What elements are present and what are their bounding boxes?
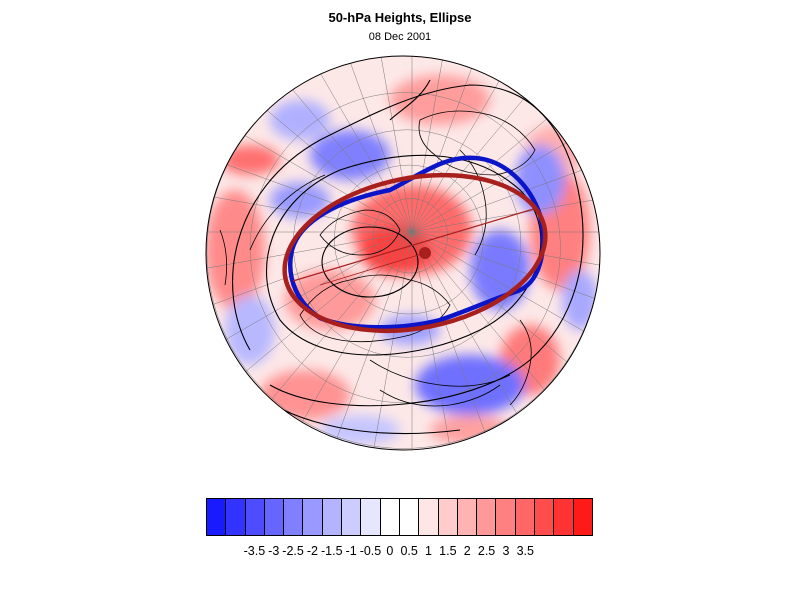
colorbar-cell: [322, 499, 343, 535]
latitude-circle: [249, 92, 561, 404]
meridian-line: [322, 231, 413, 450]
colorbar-tick-label: 1.5: [439, 544, 457, 558]
colorbar-cell: [264, 499, 285, 535]
colorbar-cell: [284, 499, 304, 535]
colorbar-tick-labels: -3.5 -3 -2.5 -2 -1.5 -1 -0.5 0 0.5 1 1.5 2 2.5 3 3.5: [0, 544, 800, 562]
map-date: 08 Dec 2001: [368, 31, 432, 43]
meridian-line: [366, 231, 413, 450]
meridian-line: [281, 231, 413, 450]
colorbar-tick-label: -1: [345, 544, 357, 558]
ellipse-major-axis: [292, 207, 538, 282]
colorbar-cell: [303, 499, 323, 535]
colorbar-cell: [226, 499, 246, 535]
meridian-line: [206, 186, 413, 233]
colorbar-tick-label: -1.5: [320, 544, 343, 558]
colorbar-cell: [207, 499, 227, 535]
ellipse-minor-axis: [319, 252, 426, 286]
meridian-line: [322, 56, 413, 233]
colorbar-cell: [380, 499, 400, 535]
colorbar-cell: [245, 499, 265, 535]
colorbar-tick-label: 3: [502, 544, 510, 558]
meridian-line: [411, 142, 600, 233]
colorbar-cell: [419, 499, 439, 535]
colorbar-tick-label: 1: [425, 544, 432, 558]
colorbar-cell: [554, 499, 574, 535]
colorbar-tick-label: -3: [268, 544, 280, 558]
meridian-line: [411, 56, 502, 233]
colorbar-cell: [342, 499, 362, 535]
colorbar-cell: [477, 499, 497, 535]
colorbar-tick-label: 2: [463, 544, 471, 558]
colorbar-cell: [496, 499, 516, 535]
latitude-circle: [334, 164, 484, 315]
colorbar-tick-label: 2.5: [477, 544, 496, 558]
colorbar-cell: [457, 499, 478, 535]
ellipse-center-marker: [419, 247, 431, 259]
colorbar-cell: [361, 499, 381, 535]
map-border: [205, 55, 601, 451]
colorbar-cell: [573, 499, 592, 535]
colorbar-tick-label: 0.5: [400, 544, 418, 558]
latitude-circle: [372, 198, 448, 274]
colorbar-tick-label: 3.5: [516, 544, 534, 558]
colorbar-cell: [515, 499, 536, 535]
meridian-line: [411, 56, 543, 233]
colorbar-tick-label: -0.5: [359, 544, 382, 558]
colorbar-tick-label: -3.5: [243, 544, 266, 558]
meridian-line: [281, 56, 413, 233]
map-title: 50-hPa Heights, Ellipse: [328, 10, 472, 25]
meridian-line: [206, 231, 413, 278]
colorbar-tick-label: 0: [386, 544, 394, 558]
colorbar: [206, 498, 593, 536]
colorbar-cell: [438, 499, 458, 535]
colorbar-cell: [535, 499, 555, 535]
colorbar-tick-label: -2: [306, 544, 318, 558]
meridian-line: [411, 56, 458, 233]
meridian-line: [366, 56, 413, 233]
colorbar-cell: [399, 499, 420, 535]
fitted-ellipse: [282, 172, 548, 334]
colorbar-tick-label: -2.5: [282, 544, 304, 558]
